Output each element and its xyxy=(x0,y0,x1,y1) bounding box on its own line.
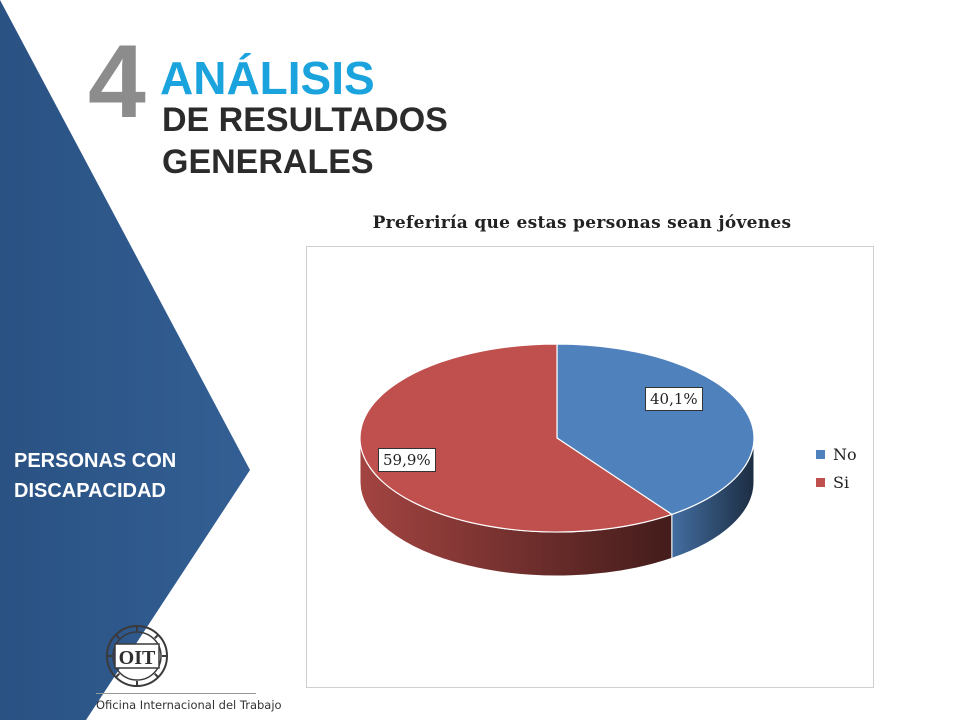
section-number: 4 xyxy=(88,24,146,140)
chart-legend: No Si xyxy=(816,440,857,496)
logo-letters: OIT xyxy=(119,647,156,669)
sidebar-caption-line1: PERSONAS CON xyxy=(14,450,177,472)
sidebar-caption-line2: DISCAPACIDAD xyxy=(14,480,166,502)
legend-label-si: Si xyxy=(833,472,850,492)
oit-logo: OIT xyxy=(106,625,168,687)
page-title-line2: DE RESULTADOS xyxy=(162,101,448,139)
data-label-si: 59,9% xyxy=(378,448,436,472)
page-title-line3: GENERALES xyxy=(162,143,374,181)
legend-item-no: No xyxy=(816,440,857,468)
chart-title: Preferiría que estas personas sean jóven… xyxy=(372,213,792,233)
data-label-no: 40,1% xyxy=(645,387,703,411)
legend-swatch-no xyxy=(816,449,825,459)
legend-item-si: Si xyxy=(816,468,857,496)
logo-divider xyxy=(96,693,256,694)
logo-caption: Oficina Internacional del Trabajo xyxy=(96,698,282,712)
chart-frame xyxy=(306,246,874,688)
legend-swatch-si xyxy=(816,477,825,487)
sidebar-caption: PERSONAS CON DISCAPACIDAD xyxy=(14,446,244,506)
page-title-line1: ANÁLISIS xyxy=(160,52,375,104)
pie-slice-no xyxy=(556,343,755,516)
pie-slice-si xyxy=(359,343,674,533)
legend-label-no: No xyxy=(833,444,857,464)
